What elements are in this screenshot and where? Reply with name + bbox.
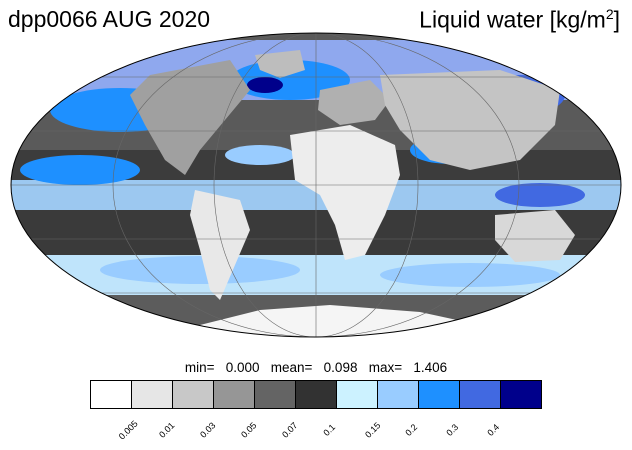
colorbar-swatch [214, 381, 255, 408]
colorbar-tick-label: 0.1 [320, 422, 337, 438]
colorbar-swatch [296, 381, 337, 408]
colorbar-tick-label: 0.3 [444, 422, 461, 438]
colorbar [90, 380, 542, 409]
south-america [190, 190, 250, 300]
unit-exponent: 2 [605, 6, 614, 22]
southern-ocean-blue [100, 256, 300, 284]
greenland [255, 50, 305, 78]
colorbar-swatch [91, 381, 132, 408]
colorbar-tick-label: 0.15 [362, 420, 383, 440]
colorbar-swatch [378, 381, 419, 408]
colorbar-tick-label: 0.07 [280, 420, 300, 440]
pacific-blue-e [20, 155, 140, 185]
asia [380, 70, 560, 170]
colorbar-swatch [173, 381, 214, 408]
colorbar-tick-label: 0.4 [485, 422, 502, 438]
colorbar-tick-label: 0.2 [403, 422, 419, 438]
colorbar-tick-label: 0.03 [198, 420, 218, 440]
colorbar-swatch [501, 381, 541, 408]
unit-bracket: ] [613, 6, 620, 33]
africa [290, 125, 400, 260]
warm-pool-blue [495, 183, 585, 207]
variable-title: Liquid water [kg/m2] [419, 6, 620, 34]
southern-ocean-blue-e [380, 263, 560, 287]
north-america [130, 60, 250, 175]
europe [318, 80, 390, 125]
atlantic-tropic-blue [225, 145, 295, 165]
colorbar-swatch [419, 381, 460, 408]
colorbar-tick-label: 0.01 [157, 420, 177, 440]
colorbar-swatch [255, 381, 296, 408]
map-title: dpp0066 AUG 2020 [8, 6, 211, 32]
colorbar-tick-label: 0.005 [116, 418, 140, 442]
graticule [11, 33, 621, 337]
australia [495, 210, 575, 262]
meridian [112, 33, 520, 337]
world-map [10, 32, 622, 338]
atlantic-dark-blue [247, 77, 283, 93]
colorbar-swatch [460, 381, 501, 408]
variable-name: Liquid water [kg/m [419, 6, 606, 33]
meridian [213, 33, 419, 337]
field-statistics: min= 0.000 mean= 0.098 max= 1.406 [184, 360, 448, 375]
colorbar-swatch [132, 381, 173, 408]
globe-outline [10, 32, 622, 338]
colorbar-tick-label: 0.05 [239, 420, 259, 440]
colorbar-swatch [337, 381, 378, 408]
